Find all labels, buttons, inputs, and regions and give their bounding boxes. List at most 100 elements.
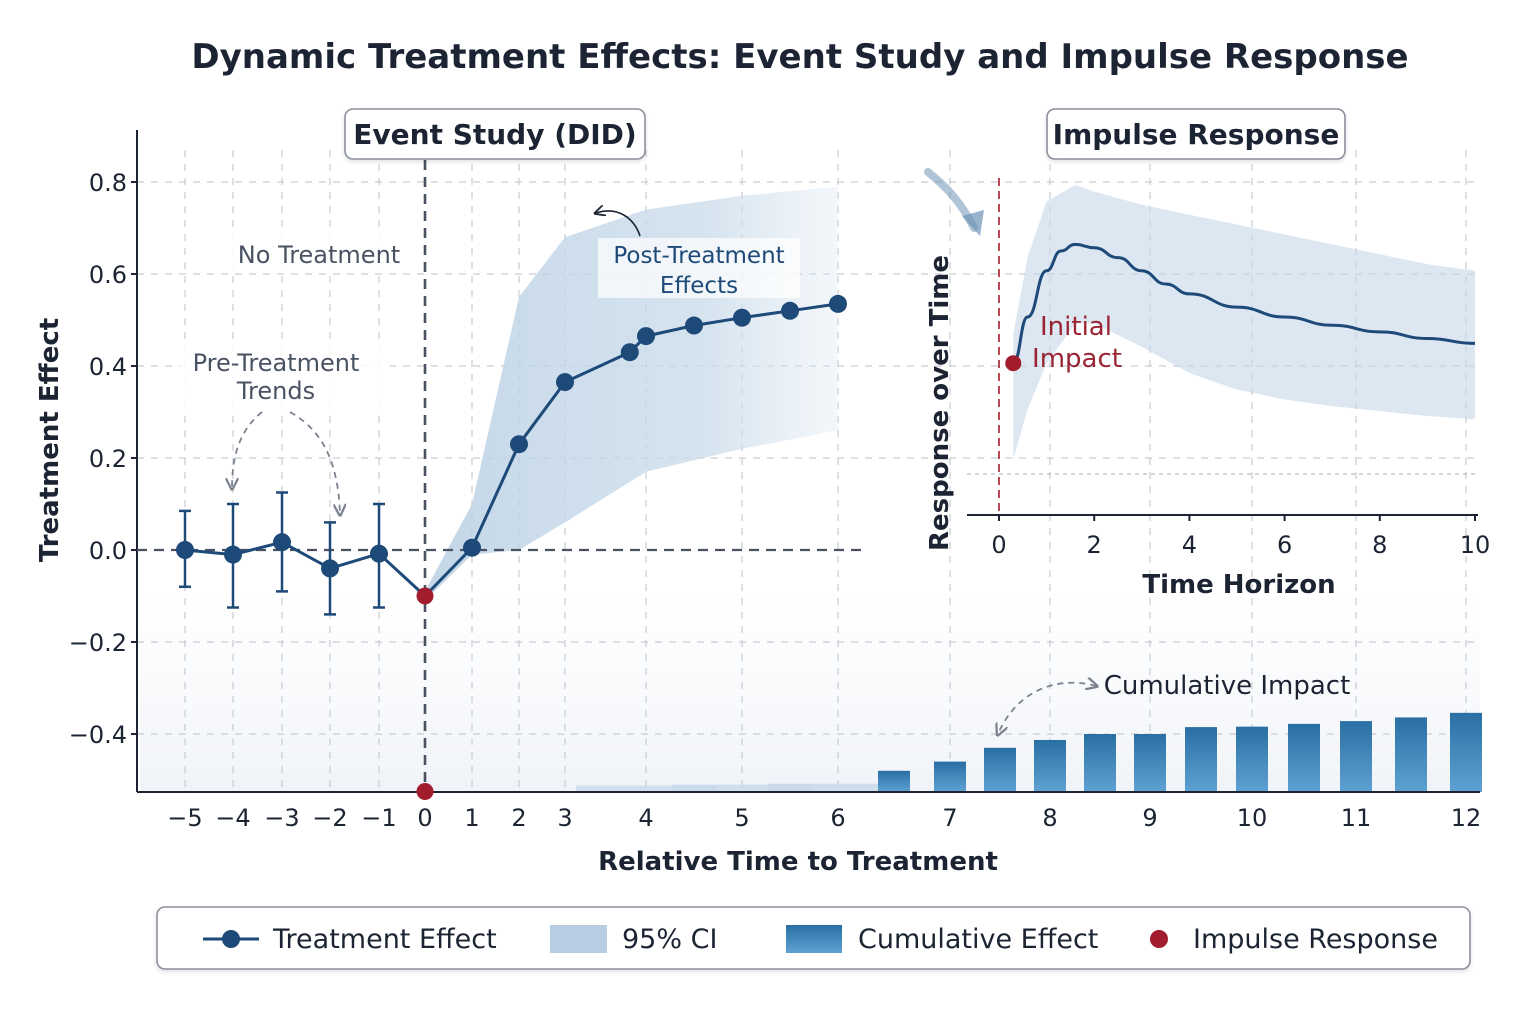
x-tick-label: 11 xyxy=(1341,804,1372,832)
cumulative-bar xyxy=(1185,727,1217,792)
inset-pointer-arrowhead-icon xyxy=(962,210,984,236)
ir-x-axis-title: Time Horizon xyxy=(1142,570,1335,600)
cumulative-bar xyxy=(1034,739,1066,792)
legend-label-ci: 95% CI xyxy=(622,924,717,955)
x-tick-label: 2 xyxy=(511,804,526,832)
initial-impact-point xyxy=(1005,355,1022,372)
legend-label-treatment-effect: Treatment Effect xyxy=(272,924,497,955)
event-study-label: Event Study (DID) xyxy=(353,118,636,151)
y-tick-label: 0.0 xyxy=(89,537,127,565)
legend-label-impulse-response: Impulse Response xyxy=(1193,924,1438,955)
cumulative-bar xyxy=(1450,712,1482,792)
ci-swatch-icon xyxy=(550,925,607,953)
x-tick-label: −1 xyxy=(361,804,396,832)
x-tick-label: 7 xyxy=(942,804,957,832)
impact-label: Impact xyxy=(1032,344,1122,374)
treatment-effect-point xyxy=(370,544,388,563)
chart-title: Dynamic Treatment Effects: Event Study a… xyxy=(191,37,1408,77)
cumulative-bar xyxy=(1134,734,1166,792)
treatment-effect-point xyxy=(224,545,242,564)
treatment-effect-point xyxy=(176,541,194,559)
ir-x-tick-label: 2 xyxy=(1087,531,1102,559)
no-treatment-annotation: No Treatment xyxy=(238,241,400,269)
legend-item-ci: 95% CI xyxy=(550,924,717,955)
red-dot-icon xyxy=(1150,930,1168,948)
treatment-effect-point xyxy=(556,373,574,392)
post-treatment-arrow xyxy=(596,211,641,237)
ir-x-tick-label: 4 xyxy=(1182,531,1197,559)
legend-item-cumulative-effect: Cumulative Effect xyxy=(786,924,1098,955)
no-treatment-bg xyxy=(222,234,420,270)
cumulative-bar xyxy=(768,783,908,792)
impulse-response-ticks: 0 2 4 6 8 10 xyxy=(991,515,1490,559)
post-treatment-bg xyxy=(598,238,800,298)
ir-y-axis-title: Response over Time xyxy=(925,255,955,551)
event-study-label-box xyxy=(344,108,646,160)
cumulative-bar xyxy=(672,784,812,792)
legend-item-treatment-effect: Treatment Effect xyxy=(203,924,497,955)
legend-item-impulse-response: Impulse Response xyxy=(1150,924,1438,955)
cumulative-impact-annotation: Cumulative Impact xyxy=(1104,671,1351,701)
x-tick-label: −3 xyxy=(264,804,299,832)
ir-x-tick-label: 8 xyxy=(1372,531,1387,559)
trends-annotation: Trends xyxy=(236,377,315,405)
x-tick-label: −4 xyxy=(215,804,250,832)
y-tick-label: −0.2 xyxy=(69,629,127,657)
treatment-effect-point xyxy=(733,308,751,327)
cumulative-bar xyxy=(984,747,1016,792)
legend-label-cumulative-effect: Cumulative Effect xyxy=(858,924,1098,955)
pre-treatment-arrow-left xyxy=(232,411,263,488)
post-treatment-annotation: Post-Treatment xyxy=(613,243,784,269)
treatment-effect-point xyxy=(321,559,339,578)
impulse-response-line xyxy=(1011,242,1476,365)
treatment-effect-point xyxy=(685,316,703,335)
pre-treatment-annotation: Pre-Treatment xyxy=(193,349,360,377)
x-tick-label: 10 xyxy=(1237,804,1268,832)
treatment-effect-point xyxy=(781,301,799,320)
ir-x-tick-label: 6 xyxy=(1277,531,1292,559)
impulse-point xyxy=(416,587,434,605)
ir-band-area xyxy=(1013,185,1475,459)
treatment-effect-point xyxy=(829,294,847,313)
line-marker-dot-icon xyxy=(222,930,240,948)
impulse-point xyxy=(416,783,434,800)
y-tick-label: −0.4 xyxy=(69,721,127,749)
pre-treatment-bg xyxy=(180,344,390,410)
treatment-effect-point xyxy=(620,343,639,362)
x-tick-label: 0 xyxy=(417,804,432,832)
cumulative-bar xyxy=(1395,717,1427,792)
cumulative-bar xyxy=(1340,721,1372,792)
y-axis-title: Treatment Effect xyxy=(35,318,65,562)
cumulative-impact-arrow xyxy=(998,683,1096,734)
x-tick-label: 9 xyxy=(1142,804,1157,832)
cumulative-bar xyxy=(1236,726,1268,792)
cumulative-bar xyxy=(576,785,716,792)
cumulative-bar xyxy=(878,770,910,792)
event-study-ticks: 0.8 0.6 0.4 0.2 0.0 −0.2 −0.4 −5 −4 −3 −2 −1 0 1 2 3 4 5 6… xyxy=(69,169,1482,832)
x-tick-label: 3 xyxy=(557,804,572,832)
y-tick-label: 0.8 xyxy=(89,169,127,197)
bar-swatch-icon xyxy=(786,925,842,953)
y-tick-label: 0.2 xyxy=(89,445,127,473)
treatment-effect-point xyxy=(637,327,655,346)
x-tick-label: 4 xyxy=(638,804,653,832)
ir-x-tick-label: 10 xyxy=(1460,531,1491,559)
treatment-effect-point xyxy=(510,435,528,454)
effects-annotation: Effects xyxy=(660,273,738,299)
y-tick-label: 0.4 xyxy=(89,353,127,381)
x-tick-label: −5 xyxy=(167,804,202,832)
x-axis-title: Relative Time to Treatment xyxy=(598,847,998,877)
x-tick-label: 8 xyxy=(1042,804,1057,832)
x-tick-label: 5 xyxy=(734,804,749,832)
y-tick-label: 0.6 xyxy=(89,261,127,289)
cumulative-bar xyxy=(934,761,966,792)
impulse-response-band xyxy=(1013,185,1475,459)
impulse-response-label: Impulse Response xyxy=(1053,118,1340,151)
pre-treatment-arrow-right xyxy=(289,411,340,514)
x-tick-label: −2 xyxy=(312,804,347,832)
x-tick-label: 6 xyxy=(830,804,845,832)
x-tick-label: 1 xyxy=(464,804,479,832)
treatment-effect-series xyxy=(176,294,847,800)
treatment-effect-point xyxy=(273,533,291,552)
